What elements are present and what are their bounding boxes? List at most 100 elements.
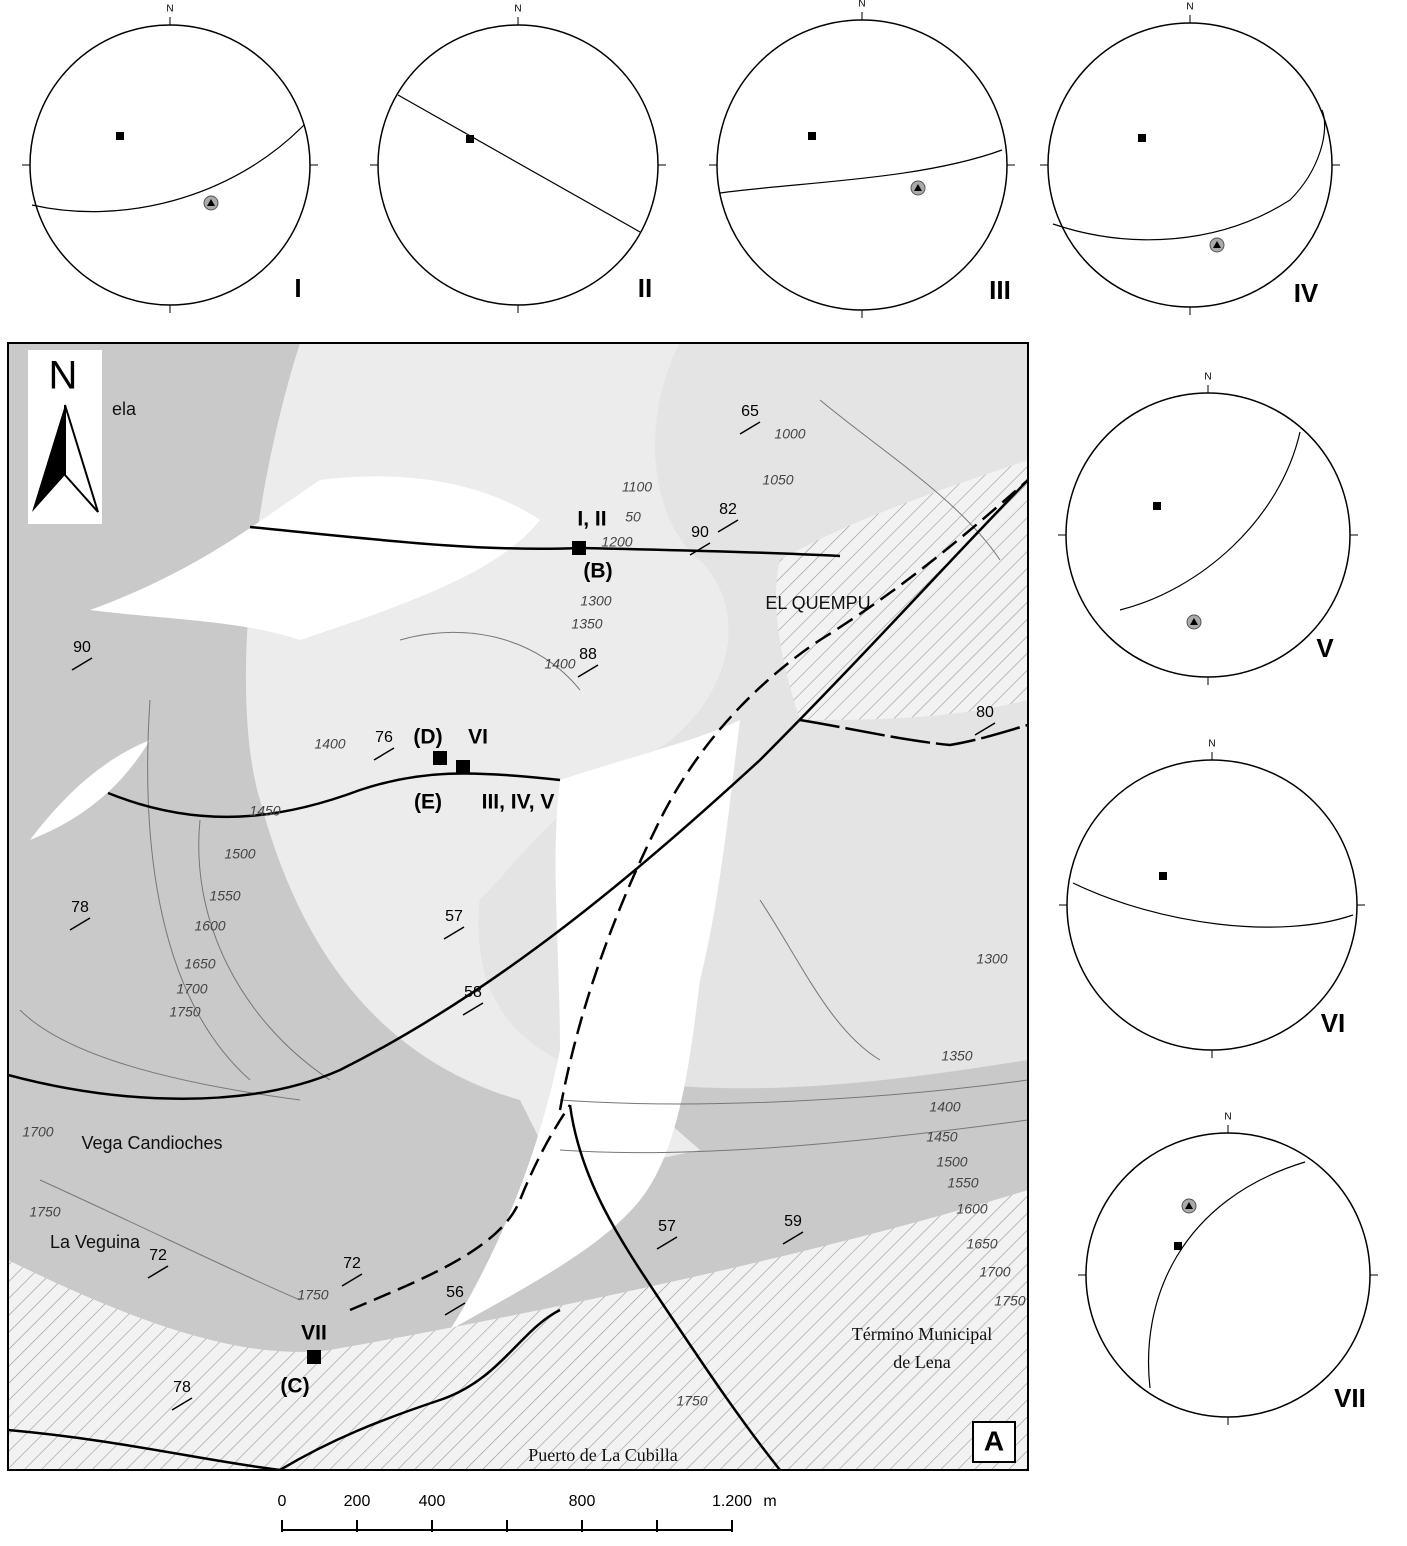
pole — [1159, 872, 1167, 880]
place-name: Vega Candioches — [81, 1133, 222, 1153]
contour-label: 1350 — [571, 616, 602, 632]
stereonet-circle — [30, 25, 310, 305]
dip-value: 65 — [741, 403, 759, 420]
place-name: EL QUEMPU — [765, 593, 870, 613]
dip-value: 78 — [173, 1379, 191, 1396]
dip-value: 58 — [464, 984, 482, 1001]
contour-label: 1450 — [926, 1129, 957, 1145]
contour-label: 1750 — [29, 1204, 60, 1220]
site-marker — [433, 751, 447, 765]
stereonet-north: N — [858, 0, 865, 10]
site-label: (E) — [414, 791, 442, 814]
scale-label: 1.200 — [712, 1493, 752, 1510]
site-label: (C) — [280, 1375, 309, 1398]
contour-label: 1550 — [209, 888, 240, 904]
site-label: (B) — [583, 560, 612, 583]
contour-label: 1300 — [976, 951, 1007, 967]
stereonet-label: IV — [1294, 278, 1319, 308]
figure: NINIINIIINIVNVNVINVII N A 10001050110050… — [0, 0, 1407, 1546]
stereonet-circle — [378, 25, 658, 305]
contour-label: 1600 — [956, 1201, 987, 1217]
stereonet-label: I — [294, 273, 301, 303]
stereonet-label: VI — [1321, 1008, 1346, 1038]
stereonet-circle — [717, 20, 1007, 310]
scale-label: 0 — [278, 1493, 287, 1510]
site-label: (D) — [413, 726, 442, 749]
site-label: VI — [468, 726, 488, 749]
site-label: III, IV, V — [482, 791, 555, 814]
contour-label: 1700 — [979, 1264, 1010, 1280]
contour-label: 1750 — [297, 1287, 328, 1303]
scale-label: 400 — [419, 1493, 446, 1510]
scale-label: 200 — [344, 1493, 371, 1510]
stereonet-circle — [1048, 23, 1332, 307]
stereonet-north: N — [1186, 2, 1193, 13]
dip-value: 57 — [658, 1218, 676, 1235]
dip-value: 72 — [149, 1247, 167, 1264]
contour-label: 1350 — [941, 1048, 972, 1064]
contour-label: 1700 — [22, 1124, 53, 1140]
pole — [466, 135, 474, 143]
stereonet-north: N — [1204, 372, 1211, 383]
contour-label: 1750 — [676, 1393, 707, 1409]
contour-label: 1750 — [994, 1293, 1025, 1309]
map — [8, 343, 1028, 1470]
contour-label: 1200 — [601, 534, 632, 550]
contour-label: 1400 — [314, 736, 345, 752]
place-name: Puerto de La Cubilla — [528, 1445, 677, 1465]
contour-label: 1500 — [224, 846, 255, 862]
site-marker — [572, 541, 586, 555]
dip-value: 76 — [375, 729, 393, 746]
stereonet-label: V — [1316, 633, 1334, 663]
contour-label: 1000 — [774, 426, 805, 442]
pole — [1153, 502, 1161, 510]
place-name: La Veguina — [50, 1232, 141, 1252]
place-name: ela — [112, 399, 137, 419]
stereonet-label: III — [989, 275, 1011, 305]
dip-value: 82 — [719, 501, 737, 518]
contour-label: 1700 — [176, 981, 207, 997]
contour-label: 1400 — [929, 1099, 960, 1115]
contour-label: 1400 — [544, 656, 575, 672]
dip-value: 80 — [976, 704, 994, 721]
contour-label: 1650 — [184, 956, 215, 972]
site-marker — [456, 760, 470, 774]
dip-value: 57 — [445, 908, 463, 925]
contour-label: 1500 — [936, 1154, 967, 1170]
contour-label: 1450 — [249, 803, 280, 819]
dip-value: 90 — [691, 524, 709, 541]
dip-value: 90 — [73, 639, 91, 656]
dip-value: 56 — [446, 1284, 464, 1301]
place-name: Término Municipal — [852, 1324, 992, 1344]
contour-label: 1600 — [194, 918, 225, 934]
stereonet-north: N — [166, 4, 173, 15]
site-label: I, II — [577, 508, 606, 531]
pole — [116, 132, 124, 140]
dip-value: 78 — [71, 899, 89, 916]
pole — [808, 132, 816, 140]
site-label: VII — [301, 1322, 327, 1345]
stereonet-circle — [1086, 1133, 1370, 1417]
north-arrow-label: N — [49, 354, 78, 398]
site-marker — [307, 1350, 321, 1364]
stereonet-circle — [1067, 760, 1357, 1050]
scale-unit: m — [763, 1493, 776, 1510]
place-name: de Lena — [893, 1352, 950, 1372]
contour-label: 1750 — [169, 1004, 200, 1020]
pole — [1138, 134, 1146, 142]
stereonet-north: N — [514, 4, 521, 15]
contour-label: 1550 — [947, 1175, 978, 1191]
contour-label: 1050 — [762, 472, 793, 488]
stereonet-north: N — [1224, 1112, 1231, 1123]
stereonet-label: VII — [1334, 1383, 1366, 1413]
scale-label: 800 — [569, 1493, 596, 1510]
scale-bar: 0 200 400 800 1.200 m — [278, 1493, 777, 1532]
dip-value: 59 — [784, 1213, 802, 1230]
panel-label: A — [984, 1425, 1004, 1456]
dip-value: 72 — [343, 1255, 361, 1272]
stereonet-label: II — [638, 273, 652, 303]
pole — [1174, 1242, 1182, 1250]
contour-label: 1650 — [966, 1236, 997, 1252]
stereonet-circle — [1066, 393, 1350, 677]
dip-value: 88 — [579, 646, 597, 663]
